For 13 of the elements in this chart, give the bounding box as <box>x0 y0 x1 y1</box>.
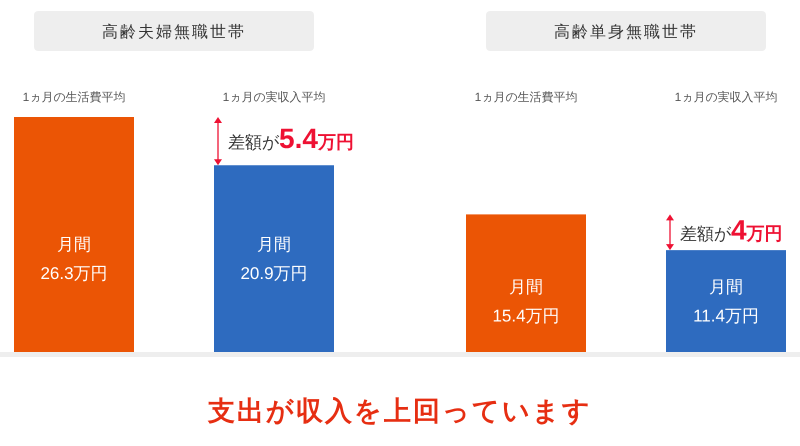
chart-title: 高齢夫婦無職世帯 <box>102 23 246 41</box>
x-tick-label: 1ヵ月の生活費平均 <box>474 90 578 104</box>
chart-title: 高齢単身無職世帯 <box>554 23 698 41</box>
x-tick-label: 1ヵ月の実収入平均 <box>674 90 778 104</box>
data-label: 月間 26.3万円 <box>40 235 108 284</box>
annotation: 差額が5.4万円 <box>228 123 354 154</box>
data-label: 月間 15.4万円 <box>492 278 560 326</box>
data-label: 月間 11.4万円 <box>693 278 759 326</box>
x-tick-label: 1ヵ月の実収入平均 <box>222 90 326 104</box>
annotation: 差額が4万円 <box>680 214 783 246</box>
x-tick-label: 1ヵ月の生活費平均 <box>22 90 126 104</box>
text: 支出が収入を上回っています <box>207 396 592 426</box>
data-label: 月間 20.9万円 <box>240 235 308 284</box>
